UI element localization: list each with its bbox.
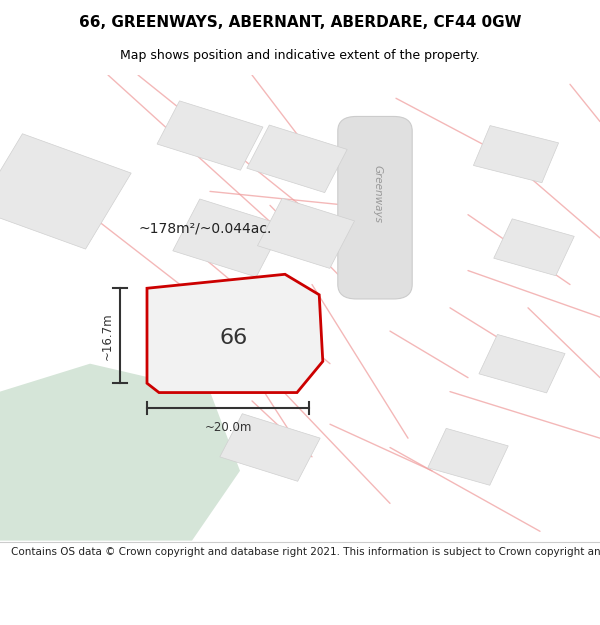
Text: ~16.7m: ~16.7m [100,312,113,359]
Polygon shape [157,101,263,170]
Polygon shape [173,199,283,277]
Text: ~20.0m: ~20.0m [205,421,251,434]
Polygon shape [479,334,565,393]
Text: Greenways: Greenways [373,165,383,222]
Text: ~178m²/~0.044ac.: ~178m²/~0.044ac. [138,222,271,236]
Polygon shape [147,274,323,392]
Polygon shape [0,134,131,249]
Text: 66, GREENWAYS, ABERNANT, ABERDARE, CF44 0GW: 66, GREENWAYS, ABERNANT, ABERDARE, CF44 … [79,15,521,30]
Polygon shape [494,219,574,276]
Text: 66: 66 [220,328,248,348]
Polygon shape [247,125,347,192]
Text: Contains OS data © Crown copyright and database right 2021. This information is : Contains OS data © Crown copyright and d… [11,546,600,556]
Polygon shape [220,414,320,481]
Polygon shape [257,198,355,268]
FancyBboxPatch shape [338,116,412,299]
Polygon shape [473,126,559,182]
Polygon shape [428,428,508,485]
Text: Map shows position and indicative extent of the property.: Map shows position and indicative extent… [120,49,480,62]
Polygon shape [0,364,240,541]
